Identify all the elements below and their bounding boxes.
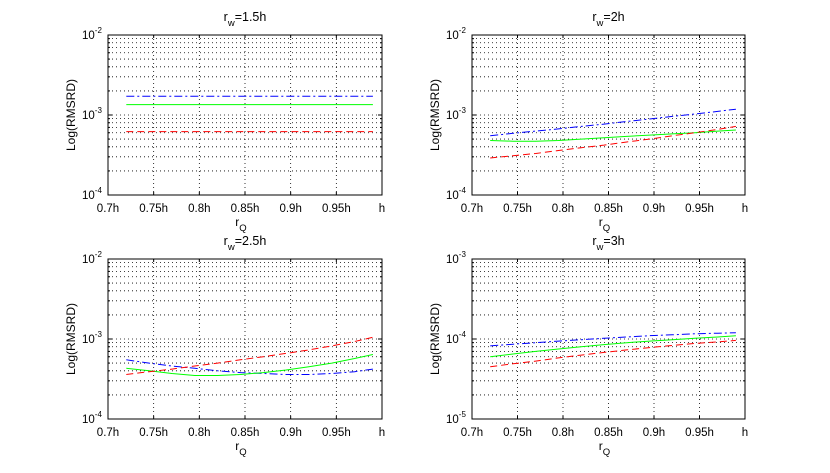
x-axis-label: rQ (235, 215, 246, 234)
y-tick-label: 10-3 (446, 250, 466, 266)
x-tick-label: 0.7h (97, 427, 119, 439)
x-tick-label: 0.95h (685, 203, 714, 215)
x-tick-label: 0.9h (279, 427, 301, 439)
y-axis-label: Log(RMSRD) (64, 303, 78, 375)
x-tick-label: 0.95h (685, 427, 714, 439)
y-tick-label: 10-3 (446, 106, 466, 122)
y-tick-label: 10-2 (446, 26, 466, 42)
x-axis-label: rQ (599, 215, 610, 234)
x-tick-label: 0.9h (643, 427, 665, 439)
x-tick-label: 0.9h (279, 203, 301, 215)
x-tick-label: 0.85h (231, 203, 260, 215)
y-axis-label: Log(RMSRD) (64, 79, 78, 151)
x-tick-label: 0.95h (322, 203, 351, 215)
x-tick-label: 0.95h (322, 427, 351, 439)
y-axis-label: Log(RMSRD) (428, 79, 442, 151)
chart-title: rw=3h (592, 234, 624, 253)
x-tick-label: h (379, 203, 385, 215)
x-axis-label: rQ (599, 439, 610, 458)
chart-title: rw=2.5h (224, 234, 267, 253)
x-tick-label: 0.7h (461, 427, 483, 439)
x-tick-label: 0.75h (139, 427, 168, 439)
y-tick-label: 10-3 (82, 106, 102, 122)
chart-panel-4: 0.7h 0.75h 0.8h 0.85h 0.9h 0.95h h 10-5 10-4 10-3… (428, 234, 748, 458)
chart-panel-2: 0.7h 0.75h 0.8h 0.85h 0.9h 0.95h h 10-4 10-3 10-2… (428, 10, 748, 234)
x-tick-label: 0.85h (594, 427, 623, 439)
x-tick-label: 0.7h (97, 203, 119, 215)
series-line-blue (490, 108, 736, 137)
x-tick-label: h (742, 203, 748, 215)
y-tick-label: 10-4 (82, 186, 102, 202)
x-tick-label: 0.7h (461, 203, 483, 215)
y-tick-label: 10-3 (82, 330, 102, 346)
chart-title: rw=2h (592, 10, 624, 29)
x-tick-label: 0.85h (594, 203, 623, 215)
x-axis-label: rQ (235, 439, 246, 458)
y-tick-label: 10-4 (82, 410, 102, 426)
y-tick-label: 10-4 (446, 330, 466, 346)
x-tick-label: 0.85h (231, 427, 260, 439)
series-line-red (490, 339, 736, 368)
x-tick-label: 0.75h (503, 203, 532, 215)
y-tick-label: 10-2 (82, 26, 102, 42)
x-tick-label: 0.75h (503, 427, 532, 439)
y-tick-label: 10-4 (446, 186, 466, 202)
x-tick-label: 0.9h (643, 203, 665, 215)
series-line-blue (126, 359, 373, 375)
x-tick-label: h (379, 427, 385, 439)
x-tick-label: 0.8h (552, 203, 574, 215)
x-tick-label: h (742, 427, 748, 439)
x-tick-label: 0.8h (552, 427, 574, 439)
y-tick-label: 10-2 (82, 250, 102, 266)
chart-panel-3: 0.7h 0.75h 0.8h 0.85h 0.9h 0.95h h 10-4 10-3 10-2… (64, 234, 385, 458)
x-tick-label: 0.75h (139, 203, 168, 215)
x-tick-label: 0.8h (188, 427, 210, 439)
series-line-green (490, 335, 736, 358)
series-line-red (490, 125, 736, 159)
y-tick-label: 10-5 (446, 410, 466, 426)
series-line-red (126, 336, 374, 375)
x-tick-label: 0.8h (188, 203, 210, 215)
series-line-blue (490, 332, 736, 347)
chart-panel-1: 0.7h 0.75h 0.8h 0.85h 0.9h 0.95h h 10-4 10-3 10-2… (64, 10, 385, 234)
series-line-green (126, 354, 374, 376)
chart-title: rw=1.5h (224, 10, 267, 29)
y-axis-label: Log(RMSRD) (428, 303, 442, 375)
